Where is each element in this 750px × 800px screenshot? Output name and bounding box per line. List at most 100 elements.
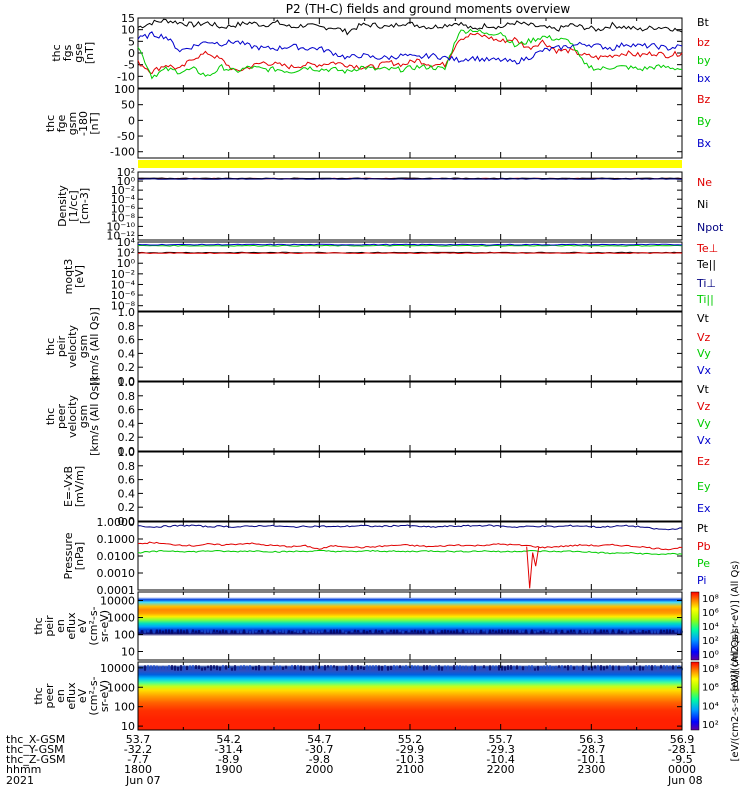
spectrogram-speckle <box>294 629 296 632</box>
spectrogram-speckle <box>438 664 440 671</box>
spectrogram-speckle <box>159 666 161 671</box>
spectrogram-speckle <box>261 629 263 633</box>
spectrogram-speckle <box>405 664 407 669</box>
spectrogram-speckle <box>612 629 614 633</box>
spectrogram-speckle <box>591 630 593 634</box>
spectrogram-speckle <box>633 630 635 633</box>
spectrogram-speckle <box>336 665 338 671</box>
spectrogram-speckle <box>621 631 623 634</box>
y-tick-label: 5 <box>128 35 135 48</box>
spectrogram-speckle <box>261 666 263 671</box>
spectrogram-speckle <box>480 666 482 670</box>
spectrogram-speckle <box>483 665 485 669</box>
y-tick-label: 0.2 <box>118 501 136 514</box>
spectrogram-speckle <box>381 630 383 634</box>
legend-bz: bz <box>697 36 710 49</box>
y-tick-label: 0.6 <box>118 404 136 417</box>
spectrogram-speckle <box>447 665 449 671</box>
y-axis-label: velocity <box>66 325 79 368</box>
spectrogram-speckle <box>552 666 554 671</box>
spectrogram-speckle <box>537 665 539 671</box>
spectrogram-speckle <box>327 629 329 632</box>
legend-Vz: Vz <box>697 331 711 344</box>
spectrogram-speckle <box>234 665 236 671</box>
spectrogram-speckle <box>315 664 317 671</box>
y-tick-label: 0.0010 <box>97 567 136 580</box>
spectrogram-speckle <box>567 665 569 671</box>
y-tick-label: 0.4 <box>118 487 136 500</box>
y-axis-label: [nPa] <box>73 542 86 570</box>
spectrogram-speckle <box>474 630 476 634</box>
spectrogram-speckle <box>246 665 248 671</box>
spectrogram-speckle <box>570 665 572 671</box>
y-tick-label: 10⁰ <box>117 257 136 270</box>
spectrogram-speckle <box>228 629 230 634</box>
spectrogram-speckle <box>162 665 164 670</box>
spectrogram-speckle <box>498 665 500 671</box>
y-tick-label: 0 <box>128 47 135 60</box>
spectrogram-speckle <box>519 665 521 670</box>
spectrogram-speckle <box>279 630 281 633</box>
series-Pt <box>137 524 683 531</box>
y-axis-label: fgs <box>61 44 74 61</box>
y-tick-label: 100 <box>114 629 135 642</box>
spectrogram-speckle <box>393 629 395 634</box>
spectrogram-speckle <box>276 630 278 634</box>
y-axis-label: [mV/m] <box>73 466 86 507</box>
spectrogram-speckle <box>243 664 245 668</box>
spectrogram-speckle <box>543 629 545 634</box>
colorbar-tick: 10⁶ <box>702 608 719 619</box>
spectrogram-speckle <box>495 630 497 633</box>
y-tick-label: 0.8 <box>118 460 136 473</box>
y-tick-label: 15 <box>121 12 135 25</box>
y-tick-label: -50 <box>117 130 135 143</box>
x-row-value: 56.9 <box>670 733 695 746</box>
x-row-value: 56.3 <box>579 733 604 746</box>
spectrogram-speckle <box>408 666 410 671</box>
spectrogram-speckle <box>492 629 494 632</box>
spectrogram-speckle <box>432 667 434 671</box>
spectrogram-speckle <box>363 666 365 671</box>
spectrogram-speckle <box>657 666 659 671</box>
spectrogram-speckle <box>594 629 596 634</box>
y-tick-label: 10⁻⁸ <box>111 211 136 224</box>
spectrogram-speckle <box>564 665 566 668</box>
spectrogram-speckle <box>582 664 584 671</box>
spectrogram-speckle <box>639 665 641 671</box>
spectrogram-speckle <box>399 665 401 668</box>
spectrogram-speckle <box>576 629 578 634</box>
spectrogram-speckle <box>171 629 173 634</box>
spectrogram-speckle <box>555 665 557 669</box>
spectrogram-speckle <box>372 629 374 634</box>
y-tick-label: -5 <box>124 59 135 72</box>
spectrogram-speckle <box>324 629 326 633</box>
panel-10: 10000 1000 100 10 thcpeerenefluxeV(cm²-s-sr-… <box>32 661 683 733</box>
spectrogram-speckle <box>513 665 515 671</box>
spectrogram-speckle <box>336 629 338 634</box>
legend-Bx: Bx <box>697 137 712 150</box>
spectrogram-speckle <box>507 629 509 634</box>
spectrogram-speckle <box>348 664 350 671</box>
spectrogram-speckle <box>603 666 605 671</box>
y-axis-label: moqt3 <box>62 259 75 295</box>
y-tick-label: 10⁰ <box>117 175 136 188</box>
legend-Pb: Pb <box>697 540 711 553</box>
spectrogram-speckle <box>453 630 455 634</box>
spectrogram-speckle <box>201 630 203 632</box>
spectrogram-speckle <box>516 665 518 670</box>
y-tick-label: 0.0 <box>118 375 136 388</box>
spectrogram-speckle <box>150 665 152 671</box>
spectrogram-speckle <box>408 629 410 633</box>
spectrogram-speckle <box>168 629 170 634</box>
y-axis-label: peer <box>43 683 56 709</box>
y-axis-label: Pressure <box>62 532 75 579</box>
spectrogram-speckle <box>351 630 353 633</box>
colorbar-layer: 10⁸ 10⁶ 10⁴ 10² 10⁰ [eV/(cm2-s-sr-eV)] (All Q… <box>690 560 741 761</box>
spectrogram-speckle <box>300 665 302 671</box>
spectrogram-speckle <box>675 629 677 633</box>
spectrogram-speckle <box>528 665 530 671</box>
spectrogram-speckle <box>246 629 248 634</box>
spectrogram-speckle <box>429 631 431 634</box>
legend-Npot: Npot <box>697 221 724 234</box>
colorbar-tick: 10² <box>702 720 719 731</box>
